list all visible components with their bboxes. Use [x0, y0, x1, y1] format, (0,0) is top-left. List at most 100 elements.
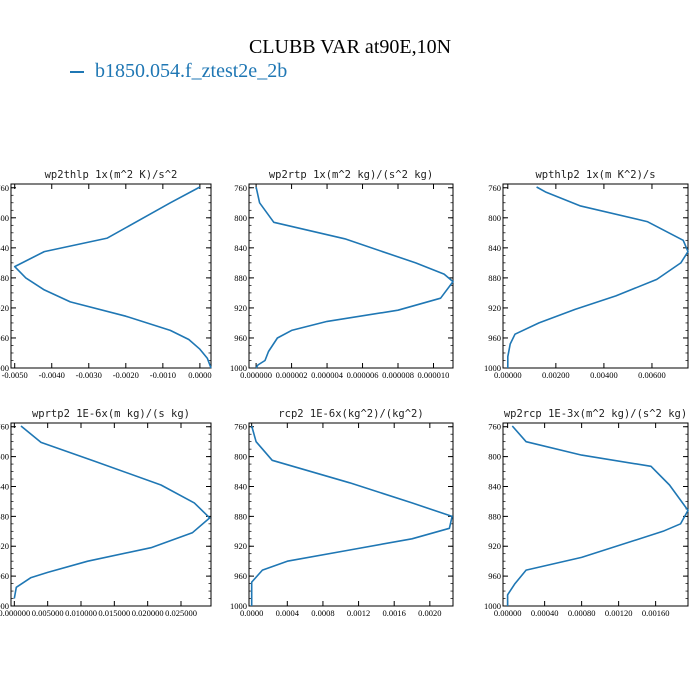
y-tick-label: 880 [0, 273, 9, 283]
x-tick-label: 0.015000 [98, 608, 130, 618]
chart-panel-2: wp2rtp 1x(m^2 kg)/(s^2 kg) 760 800 840 880 92… [230, 169, 454, 380]
y-tick-label: 840 [0, 481, 9, 491]
y-tick-label: 800 [0, 213, 9, 223]
x-tick-label: 0.005000 [32, 608, 64, 618]
y-tick-label: 1000 [0, 363, 9, 373]
x-tick-label: 0.00600 [638, 370, 666, 380]
chart-panel-5: rcp2 1E-6x(kg^2)/(kg^2) 760 800 840 880 920 96… [230, 408, 454, 618]
chart-panel-1: wp2thlp 1x(m^2 K)/s^2 760 800 840 880 920 960 1… [0, 169, 212, 380]
x-tick-label: 0.0012 [347, 608, 370, 618]
x-tick-label: 0.010000 [65, 608, 97, 618]
y-tick-label: 960 [0, 571, 9, 581]
x-tick-label: 0.000006 [347, 370, 379, 380]
x-tick-label: 0.0000 [240, 608, 263, 618]
y-tick-label: 800 [0, 452, 9, 462]
plot-frame [248, 422, 454, 607]
series-line [13, 425, 211, 599]
chart-panel-4: wprtp2 1E-6x(m kg)/(s kg) 760 800 840 880 920… [0, 408, 212, 618]
x-tick-label: 0.000008 [382, 370, 414, 380]
y-tick-label: 920 [0, 303, 9, 313]
panel-title: wpthlp2 1x(m K^2)/s [535, 169, 655, 181]
plot-frame [502, 183, 689, 369]
x-tick-label: 0.020000 [132, 608, 164, 618]
y-tick-label: 1000 [230, 363, 247, 373]
y-tick-label: 880 [234, 511, 247, 521]
y-tick-label: 960 [488, 571, 501, 581]
x-tick-label: 0.00080 [568, 608, 596, 618]
y-tick-label: 840 [0, 243, 9, 253]
x-tick-label: 0.0000 [188, 370, 211, 380]
y-tick-label: 880 [0, 511, 9, 521]
panel-title: wprtp2 1E-6x(m kg)/(s kg) [32, 408, 190, 420]
chart-panel-3: wpthlp2 1x(m K^2)/s 760 800 840 880 920 960 100… [484, 169, 689, 380]
x-tick-label: 0.0008 [311, 608, 334, 618]
y-tick-label: 920 [0, 541, 9, 551]
page-title: CLUBB VAR at90E,10N [248, 36, 452, 58]
y-tick-label: 840 [234, 481, 247, 491]
plot-frame [248, 183, 454, 369]
y-tick-label: 960 [488, 333, 501, 343]
x-tick-label: 0.00400 [590, 370, 618, 380]
series-line [255, 186, 454, 369]
y-tick-label: 1000 [484, 601, 501, 611]
x-tick-label: 0.000004 [311, 370, 344, 380]
x-tick-label: -0.0040 [39, 370, 65, 380]
y-tick-label: 760 [488, 422, 501, 432]
x-tick-label: 0.00160 [642, 608, 670, 618]
x-tick-label: -0.0020 [113, 370, 139, 380]
y-tick-label: 920 [234, 541, 247, 551]
y-tick-label: 880 [488, 511, 501, 521]
panel-title: wp2rcp 1E-3x(m^2 kg)/(s^2 kg) [504, 408, 687, 420]
y-tick-label: 840 [234, 243, 247, 253]
y-tick-label: 800 [488, 213, 501, 223]
x-tick-label: 0.00000 [494, 608, 522, 618]
x-tick-label: 0.00000 [494, 370, 522, 380]
panel-title: wp2thlp 1x(m^2 K)/s^2 [45, 169, 178, 181]
y-tick-label: 920 [488, 541, 501, 551]
y-tick-label: 960 [0, 333, 9, 343]
y-tick-label: 800 [488, 452, 501, 462]
x-tick-label: -0.0030 [76, 370, 102, 380]
y-tick-label: 840 [488, 481, 501, 491]
legend-line [70, 71, 84, 74]
y-tick-label: 760 [0, 422, 9, 432]
y-tick-label: 760 [234, 183, 247, 193]
x-tick-label: -0.0010 [150, 370, 176, 380]
x-tick-label: 0.00040 [531, 608, 559, 618]
y-tick-label: 880 [234, 273, 247, 283]
x-tick-label: 0.000000 [0, 608, 30, 618]
x-tick-label: 0.000010 [418, 370, 450, 380]
x-tick-label: 0.00120 [605, 608, 633, 618]
x-tick-label: 0.0004 [276, 608, 300, 618]
x-tick-label: 0.0020 [418, 608, 441, 618]
y-tick-label: 760 [0, 183, 9, 193]
y-tick-label: 960 [234, 333, 247, 343]
series-line [506, 425, 689, 606]
y-tick-label: 920 [234, 303, 247, 313]
legend-label: b1850.054.f_ztest2e_2b [95, 60, 288, 82]
panel-title: wp2rtp 1x(m^2 kg)/(s^2 kg) [269, 169, 433, 181]
y-tick-label: 800 [234, 452, 247, 462]
series-line [506, 186, 689, 368]
y-tick-label: 760 [234, 422, 247, 432]
plot-frame [10, 422, 212, 607]
y-tick-label: 1000 [230, 601, 247, 611]
y-tick-label: 840 [488, 243, 501, 253]
y-tick-label: 960 [234, 571, 247, 581]
y-tick-label: 1000 [0, 601, 9, 611]
y-tick-label: 920 [488, 303, 501, 313]
x-tick-label: -0.0050 [2, 370, 28, 380]
y-tick-label: 760 [488, 183, 501, 193]
x-tick-label: 0.000000 [240, 370, 272, 380]
legend: b1850.054.f_ztest2e_2b [70, 60, 287, 83]
panel-title: rcp2 1E-6x(kg^2)/(kg^2) [278, 408, 423, 420]
plot-frame [10, 183, 212, 369]
y-tick-label: 1000 [484, 363, 501, 373]
series-line [13, 186, 212, 369]
x-tick-label: 0.025000 [165, 608, 197, 618]
y-tick-label: 800 [234, 213, 247, 223]
series-line [250, 425, 453, 606]
plot-frame [502, 422, 689, 607]
x-tick-label: 0.000002 [276, 370, 308, 380]
